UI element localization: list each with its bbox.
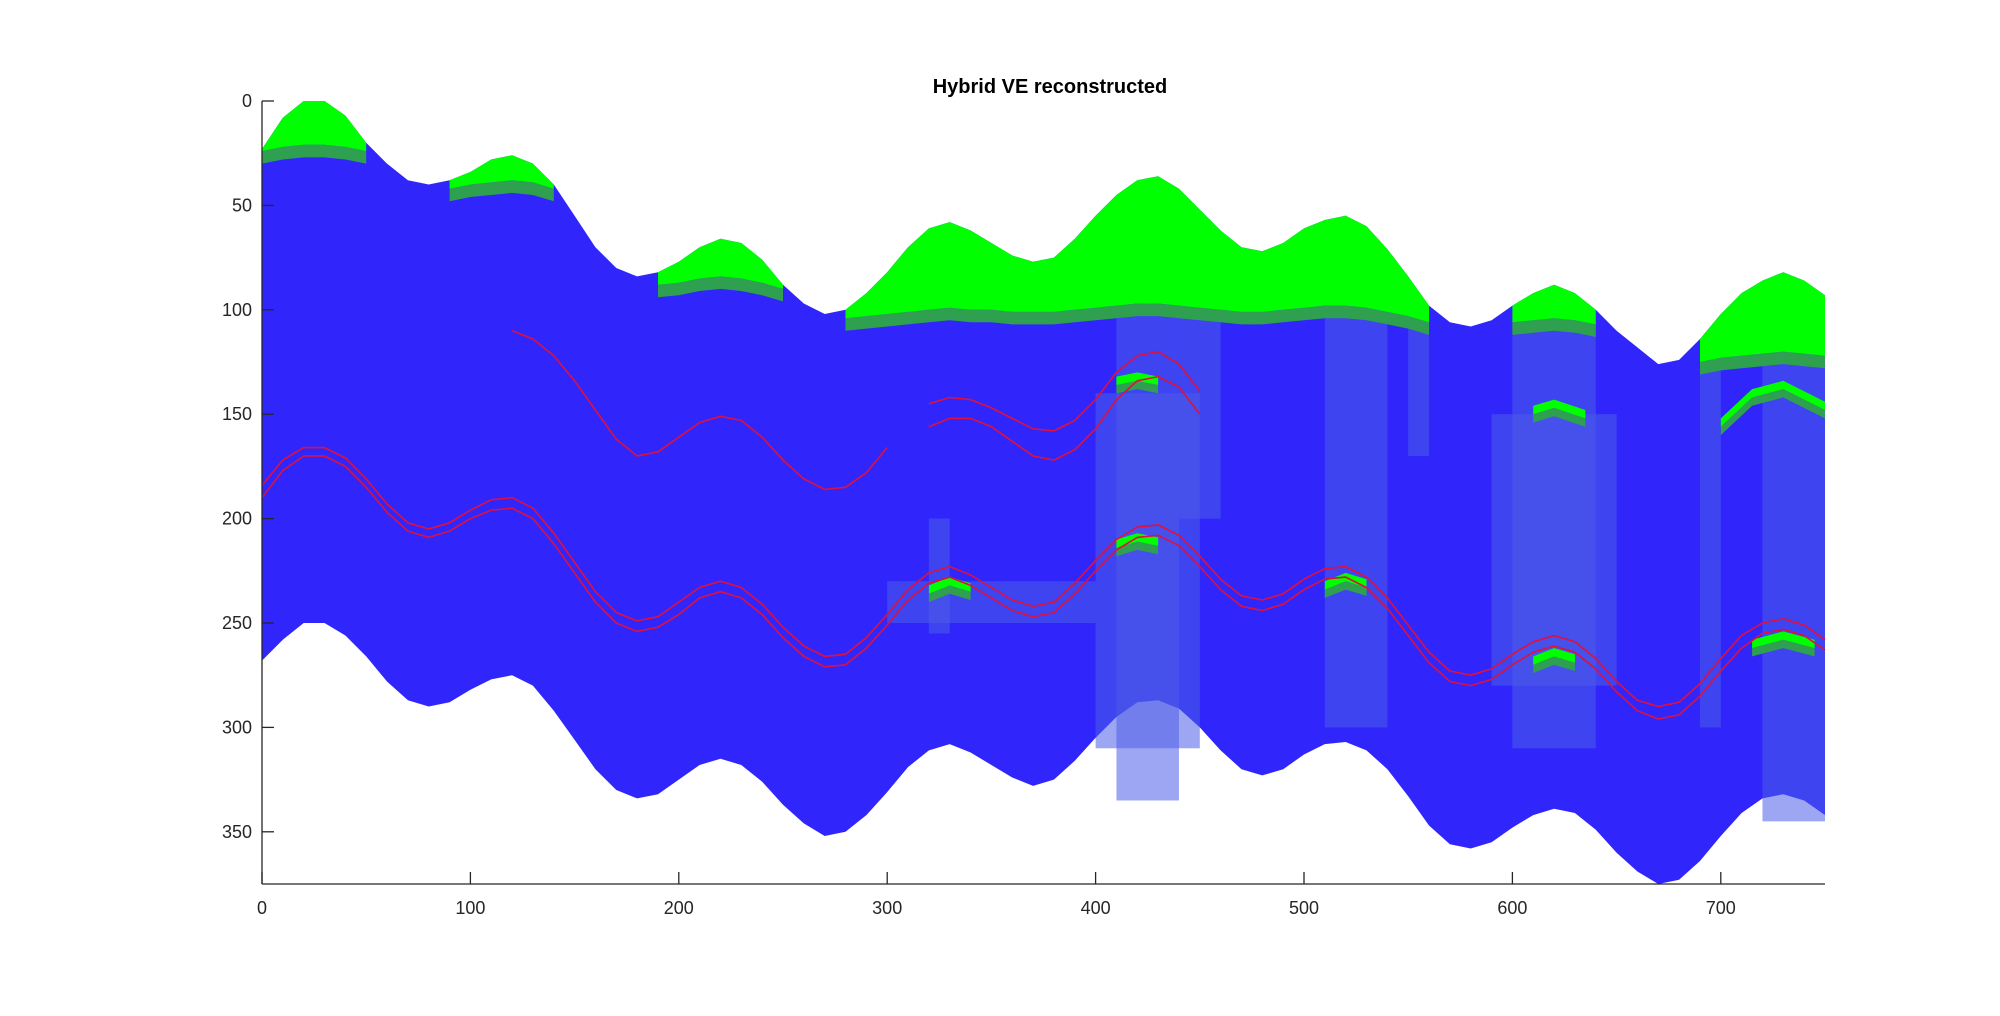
gas-cap — [449, 155, 554, 189]
gas-cap — [658, 238, 783, 289]
gas-transition-band — [1700, 351, 1825, 375]
gas-transition-band — [845, 303, 1429, 335]
inner-gas-pocket — [1116, 372, 1159, 385]
inner-gas-pocket — [1533, 648, 1575, 665]
x-tick-label: 600 — [1497, 898, 1527, 918]
x-tick-label: 700 — [1706, 898, 1736, 918]
gas-cap — [845, 176, 1429, 323]
inner-gas-pocket — [1533, 399, 1586, 419]
y-tick-label: 200 — [222, 509, 252, 529]
x-tick-label: 200 — [664, 898, 694, 918]
inner-gas-pocket — [1720, 380, 1825, 427]
y-tick-label: 100 — [222, 300, 252, 320]
inner-gas-transition — [1324, 581, 1367, 598]
gas-cap — [1512, 284, 1596, 325]
x-tick-label: 300 — [872, 898, 902, 918]
x-tick-label: 500 — [1289, 898, 1319, 918]
y-tick-label: 300 — [222, 717, 252, 737]
x-tick-label: 400 — [1081, 898, 1111, 918]
overlay-column — [1699, 362, 1721, 728]
inner-gas-transition — [1752, 639, 1815, 657]
gas-cap — [1700, 272, 1825, 362]
axes: 0 100 200 300 400 500 600 700 0 50 100 150 200 250 300… — [222, 91, 1825, 918]
y-tick-label: 50 — [232, 195, 252, 215]
y-tick-label: 0 — [242, 91, 252, 111]
inner-gas-transition — [1533, 656, 1575, 674]
surface-line — [928, 350, 1201, 432]
x-tick-label: 100 — [455, 898, 485, 918]
y-tick-label: 250 — [222, 613, 252, 633]
chart-title: Hybrid VE reconstructed — [933, 76, 1168, 98]
inner-gas-transition — [1533, 407, 1586, 427]
y-tick-label: 350 — [222, 822, 252, 842]
plot-area — [261, 101, 1826, 884]
y-tick-label: 150 — [222, 404, 252, 424]
gas-transition-band — [449, 180, 554, 202]
inner-gas-pocket — [1324, 572, 1367, 590]
overlay-column — [1491, 414, 1617, 686]
x-tick-label: 0 — [257, 898, 267, 918]
inner-gas-transition — [1116, 541, 1159, 557]
overlay-column — [1408, 309, 1430, 456]
gas-cap — [262, 101, 367, 152]
inner-gas-transition — [1720, 389, 1825, 436]
inner-gas-transition — [928, 585, 971, 603]
overlay-column — [1762, 351, 1825, 822]
surface-line — [261, 455, 1826, 720]
surface-line — [261, 446, 1826, 708]
gas-transition-band — [658, 276, 783, 302]
surface-line — [928, 375, 1201, 461]
domain-area — [262, 101, 1825, 884]
gas-transition-band — [262, 144, 367, 164]
overlay-column — [1324, 309, 1388, 728]
surface-line — [511, 329, 888, 491]
inner-gas-pocket — [1752, 631, 1815, 649]
gas-transition-band — [1512, 318, 1596, 337]
